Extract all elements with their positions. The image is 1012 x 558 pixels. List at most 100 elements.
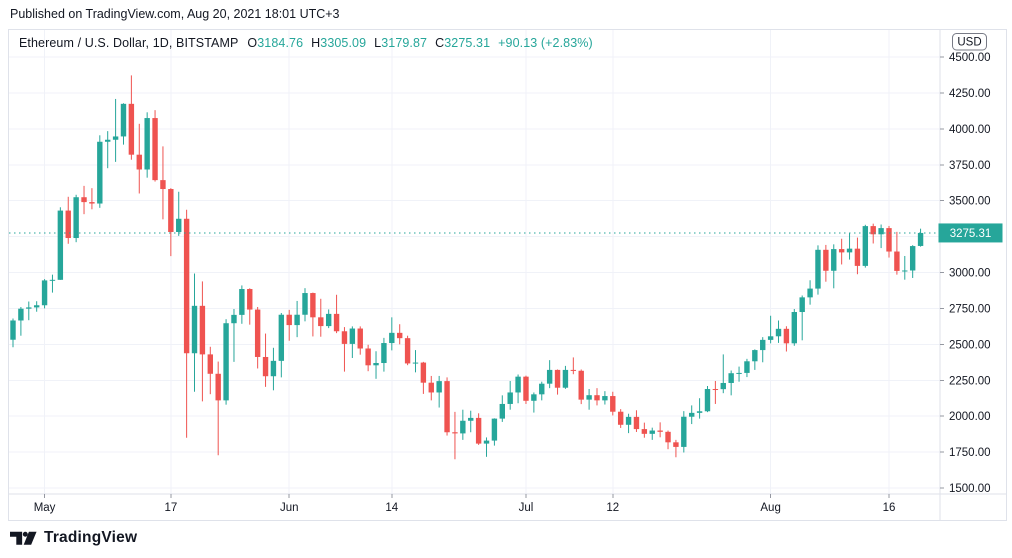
candle [610, 391, 616, 416]
candle [33, 301, 40, 312]
price-axis-label: 4000.00 [949, 124, 991, 136]
candle [215, 361, 221, 456]
candle [752, 349, 758, 370]
candle [767, 315, 774, 344]
price-axis-label: 2750.00 [949, 303, 991, 315]
candle [523, 375, 529, 404]
currency-badge: USD [952, 33, 987, 51]
candle [41, 279, 48, 309]
ohlc-close: C3275.31 [435, 36, 491, 50]
price-axis-label: 3000.00 [949, 268, 991, 280]
candle [673, 439, 679, 458]
candle [160, 146, 166, 220]
candle [294, 300, 300, 338]
candle [168, 188, 174, 257]
candle [894, 231, 900, 275]
candle [333, 294, 340, 334]
candle [144, 112, 150, 178]
candle [878, 224, 884, 249]
candle [760, 337, 766, 363]
candle [625, 413, 632, 434]
candle [499, 395, 505, 422]
candle [846, 233, 853, 260]
candle [89, 188, 95, 210]
candle [531, 392, 537, 413]
candle [152, 110, 158, 182]
candle [136, 123, 142, 194]
candle [97, 135, 103, 208]
candle [689, 405, 695, 425]
candle [231, 308, 237, 362]
ohlc-low: L3179.87 [374, 36, 428, 50]
candle [10, 318, 16, 348]
candle [444, 377, 450, 436]
candle [105, 131, 111, 169]
candle [665, 430, 671, 450]
candle [641, 422, 648, 438]
price-axis-label: 2500.00 [949, 339, 991, 351]
candle [902, 255, 908, 280]
candle [909, 245, 916, 278]
candle [712, 380, 719, 404]
candle [239, 285, 245, 324]
candle [507, 380, 513, 410]
candle [18, 306, 24, 336]
price-axis-label: 2250.00 [949, 375, 991, 387]
price-axis-label: 1750.00 [949, 447, 991, 459]
candle [436, 375, 442, 408]
candle [696, 398, 703, 419]
candles [10, 75, 924, 460]
candle [562, 365, 569, 389]
candle [649, 427, 655, 440]
candle [807, 280, 813, 305]
candle [657, 422, 663, 438]
axis-lines [9, 30, 1006, 520]
time-axis-label: Jul [519, 502, 534, 514]
candle [302, 288, 308, 322]
price-axis-label: 4250.00 [949, 88, 991, 100]
candle [65, 196, 71, 244]
tradingview-logo-text: TradingView [44, 529, 138, 546]
candle [681, 411, 687, 453]
candle [452, 411, 458, 460]
candle [728, 370, 734, 396]
candle [199, 281, 206, 402]
candle [341, 327, 348, 372]
grid [9, 30, 940, 494]
candle [736, 366, 742, 382]
candle [799, 295, 805, 341]
symbol-title: Ethereum / U.S. Dollar, 1D, BITSTAMP [19, 36, 239, 50]
candle [412, 350, 419, 373]
time-axis-label: 12 [606, 502, 619, 514]
candle [594, 388, 600, 406]
candle [428, 375, 434, 401]
price-axis-label: 4500.00 [949, 52, 991, 64]
ohlc-open: O3184.76 [247, 36, 304, 50]
time-axis[interactable]: May 17 Jun 14 Jul 12 Aug 16 [34, 494, 896, 514]
candle [720, 354, 726, 394]
price-axis[interactable]: 4500.00 4250.00 4000.00 3750.00 3500.00 3000.… [938, 33, 1003, 496]
candle [223, 319, 229, 405]
ohlc-high: H3305.09 [311, 36, 367, 50]
candle [286, 309, 292, 341]
candlestick-chart[interactable]: 4500.00 4250.00 4000.00 3750.00 3500.00 3000.… [9, 30, 1006, 520]
candle [823, 244, 829, 282]
tradingview-attribution[interactable]: TradingView [10, 529, 137, 547]
candle [838, 238, 845, 265]
candle [49, 274, 56, 293]
candle [254, 306, 261, 369]
candle [207, 346, 213, 395]
candle [357, 326, 363, 355]
price-axis-label: 1500.00 [949, 483, 991, 495]
published-bar: Published on TradingView.com, Aug 20, 20… [10, 7, 340, 21]
candle [365, 344, 371, 372]
candle [783, 326, 790, 352]
time-axis-label: May [34, 502, 56, 514]
time-axis-label: 17 [164, 502, 177, 514]
candle [389, 317, 395, 351]
candle [397, 324, 403, 345]
candle [349, 326, 356, 358]
candle [554, 369, 561, 395]
chart-panel: 4500.00 4250.00 4000.00 3750.00 3500.00 3000.… [8, 29, 1007, 521]
candle [404, 335, 411, 366]
